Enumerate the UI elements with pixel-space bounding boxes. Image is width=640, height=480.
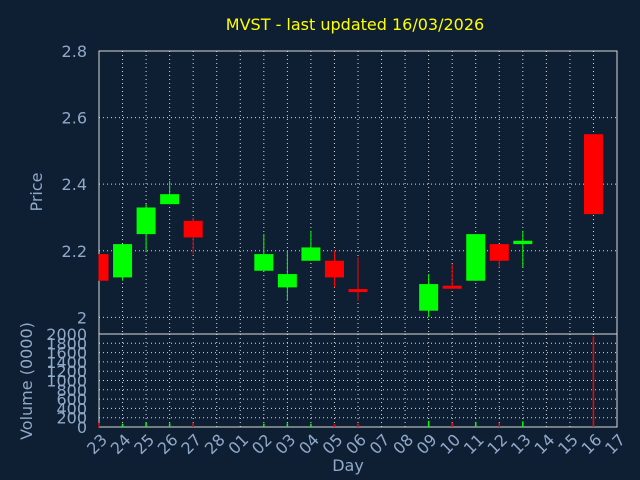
volume-bar	[592, 336, 595, 427]
volume-y-tick-label: 1800	[46, 334, 87, 353]
volume-y-tick-label: 400	[56, 399, 87, 418]
volume-y-tick-label: 1600	[46, 344, 87, 363]
volume-y-tick-label: 600	[56, 390, 87, 409]
volume-bar	[498, 422, 501, 427]
volume-bar	[427, 420, 430, 427]
volume-y-tick-label: 800	[56, 381, 87, 400]
candle-body	[301, 247, 321, 261]
price-y-ticks: 2 2.2 2.4 2.6 2.8	[62, 42, 87, 327]
candles	[98, 134, 603, 318]
x-tick-label: 17	[601, 430, 629, 458]
volume-bar	[451, 422, 453, 427]
price-y-tick-label: 2.6	[62, 109, 87, 128]
price-y-tick-label: 2.4	[62, 175, 87, 194]
volume-bar	[286, 423, 289, 427]
volume-bar	[168, 423, 171, 427]
candle-body	[489, 244, 509, 261]
volume-y-tick-label: 1200	[46, 362, 87, 381]
chart-title: MVST - last updated 16/03/2026	[226, 15, 484, 34]
volume-bars	[98, 336, 595, 427]
candle-body	[136, 207, 156, 235]
candle-body	[99, 254, 109, 281]
volume-bar	[98, 422, 100, 427]
candle-body	[442, 285, 462, 289]
volume-grid	[98, 333, 618, 428]
candle-body	[113, 244, 133, 278]
candle-body	[324, 260, 344, 278]
volume-bar	[263, 423, 265, 427]
volume-bar	[192, 422, 194, 427]
x-ticks: 2324252627280102030405060708091011121314…	[83, 430, 629, 458]
candle-body	[513, 240, 533, 245]
volume-bar	[310, 423, 312, 427]
volume-bar	[333, 424, 336, 427]
volume-y-tick-label: 0	[77, 418, 87, 437]
price-axis-label: Price	[27, 172, 46, 211]
candle-body	[419, 284, 439, 311]
volume-y-tick-label: 2000	[46, 325, 87, 344]
candle-body	[160, 194, 180, 205]
volume-bar	[145, 422, 147, 427]
x-axis-label: Day	[332, 456, 364, 475]
candle-body	[277, 274, 297, 288]
volume-y-tick-label: 1400	[46, 353, 87, 372]
candle-body	[583, 134, 603, 215]
candle-body	[348, 289, 368, 293]
candle-body	[183, 220, 203, 238]
volume-bar	[121, 423, 124, 427]
candle-body	[254, 254, 274, 271]
volume-axis-label: Volume (0000)	[17, 322, 36, 440]
price-y-tick-label: 2.2	[62, 242, 87, 261]
volume-bar	[474, 421, 477, 427]
candle-body	[466, 234, 486, 281]
volume-bar	[357, 423, 359, 427]
price-y-tick-label: 2	[77, 308, 87, 327]
volume-y-tick-label: 200	[56, 409, 87, 428]
volume-y-tick-label: 1000	[46, 372, 87, 391]
volume-bar	[522, 421, 524, 427]
price-y-tick-label: 2.8	[62, 42, 87, 61]
